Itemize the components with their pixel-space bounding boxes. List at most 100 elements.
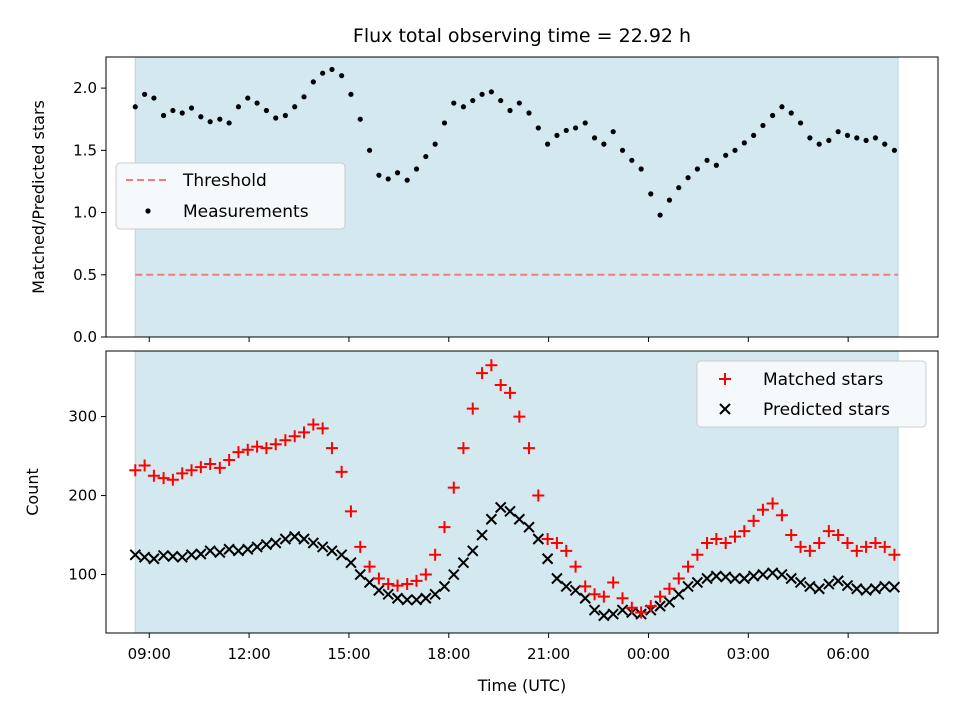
matched-star-point (635, 606, 648, 619)
measurement-point (198, 114, 204, 120)
matched-star-point (832, 529, 845, 542)
measurement-point (151, 95, 157, 101)
matched-star-point (391, 579, 404, 592)
top-x-ticks (148, 337, 849, 342)
bottom-legend-box (696, 360, 927, 428)
top-measurement-points (132, 66, 898, 218)
matched-star-point (251, 440, 264, 453)
matched-star-point (756, 503, 769, 516)
matched-star-point (747, 514, 760, 527)
bottom-y-ticks: 100 200 300 (68, 408, 106, 584)
measurement-point (797, 120, 804, 126)
measurement-point (666, 197, 673, 203)
predicted-star-points (129, 501, 901, 622)
predicted-star-point (467, 545, 479, 557)
predicted-star-point (382, 588, 394, 601)
bottom-y-axis-label: Count (23, 468, 42, 516)
measurement-point (863, 137, 869, 143)
measurement-point (339, 73, 345, 79)
measurement-point (160, 112, 167, 119)
matched-star-point (401, 578, 414, 591)
predicted-star-point (701, 572, 713, 585)
predicted-star-point (129, 549, 141, 561)
measurement-point (610, 129, 616, 135)
matched-star-point (157, 472, 170, 485)
matched-star-point (663, 582, 676, 595)
measurement-point (694, 166, 700, 172)
measurement-point (366, 147, 373, 153)
x-tick-label: 18:00 (427, 645, 470, 663)
predicted-star-point (298, 533, 310, 545)
matched-star-point (607, 576, 620, 589)
matched-star-point (785, 529, 798, 542)
predicted-star-point (345, 556, 357, 569)
matched-star-point (672, 572, 685, 585)
matched-star-point (541, 533, 554, 545)
predicted-star-point (673, 588, 685, 601)
measurement-point (685, 175, 691, 181)
x-tick-label: 03:00 (727, 645, 770, 663)
matched-star-point (701, 536, 714, 549)
bottom-x-ticks: 09:00 12:00 15:00 18:00 21:00 00:00 03:00 06:00 (128, 633, 870, 663)
measurement-point (807, 135, 813, 141)
predicted-star-point (214, 546, 226, 559)
matched-star-point (803, 544, 816, 557)
predicted-star-point (410, 594, 423, 606)
matched-legend-label: Matched stars (763, 370, 883, 390)
predicted-star-point (138, 551, 151, 563)
measurement-point (657, 212, 663, 218)
predicted-star-point (823, 578, 835, 590)
measurement-point (460, 104, 467, 110)
matched-star-point (485, 359, 498, 372)
predicted-star-point (204, 545, 216, 557)
predicted-star-point (223, 543, 235, 555)
top-y-tick-label: 1.5 (73, 141, 97, 159)
predicted-star-point (682, 580, 694, 593)
measurement-point (591, 135, 598, 141)
measurement-point (835, 129, 841, 135)
measurement-point (601, 141, 607, 147)
predicted-star-point (513, 513, 526, 525)
top-legend-box (115, 162, 346, 230)
predicted-star-point (185, 549, 198, 561)
matched-star-point (504, 386, 517, 399)
measurement-point (226, 120, 232, 126)
matched-star-point (241, 443, 254, 456)
measurement-point (217, 116, 223, 122)
matched-star-point (335, 465, 348, 478)
matched-star-point (625, 601, 638, 614)
measurement-point (891, 147, 898, 153)
matched-star-point (522, 442, 535, 455)
matched-star-point (354, 540, 367, 553)
matched-star-point (878, 540, 891, 553)
measurement-point (741, 140, 747, 146)
measurements-legend-swatch (145, 208, 151, 214)
matched-star-points (129, 359, 901, 619)
matched-star-point (588, 588, 601, 601)
predicted-star-point (766, 567, 779, 579)
measurement-point (263, 107, 270, 114)
predicted-star-point (588, 604, 601, 616)
matched-star-point (766, 497, 779, 510)
measurement-point (488, 89, 494, 95)
predicted-star-point (560, 580, 572, 593)
measurement-point (273, 115, 279, 121)
matched-star-point (850, 544, 863, 557)
measurement-point (413, 166, 420, 172)
predicted-star-point (148, 553, 160, 565)
matched-star-point (466, 402, 479, 415)
matched-star-point (129, 464, 142, 477)
predicted-star-point (523, 521, 535, 533)
bottom-y-tick-label: 100 (68, 566, 97, 584)
measurement-point (526, 110, 532, 116)
matched-star-point (579, 580, 592, 593)
measurement-point (423, 153, 429, 160)
predicted-star-point (260, 538, 273, 551)
measurement-point (563, 127, 569, 134)
measurement-point (404, 177, 410, 183)
measurement-point (394, 170, 401, 176)
matched-star-point (682, 560, 695, 573)
matched-star-point (888, 548, 901, 561)
measurement-point (188, 105, 195, 111)
measurement-point (535, 125, 541, 131)
